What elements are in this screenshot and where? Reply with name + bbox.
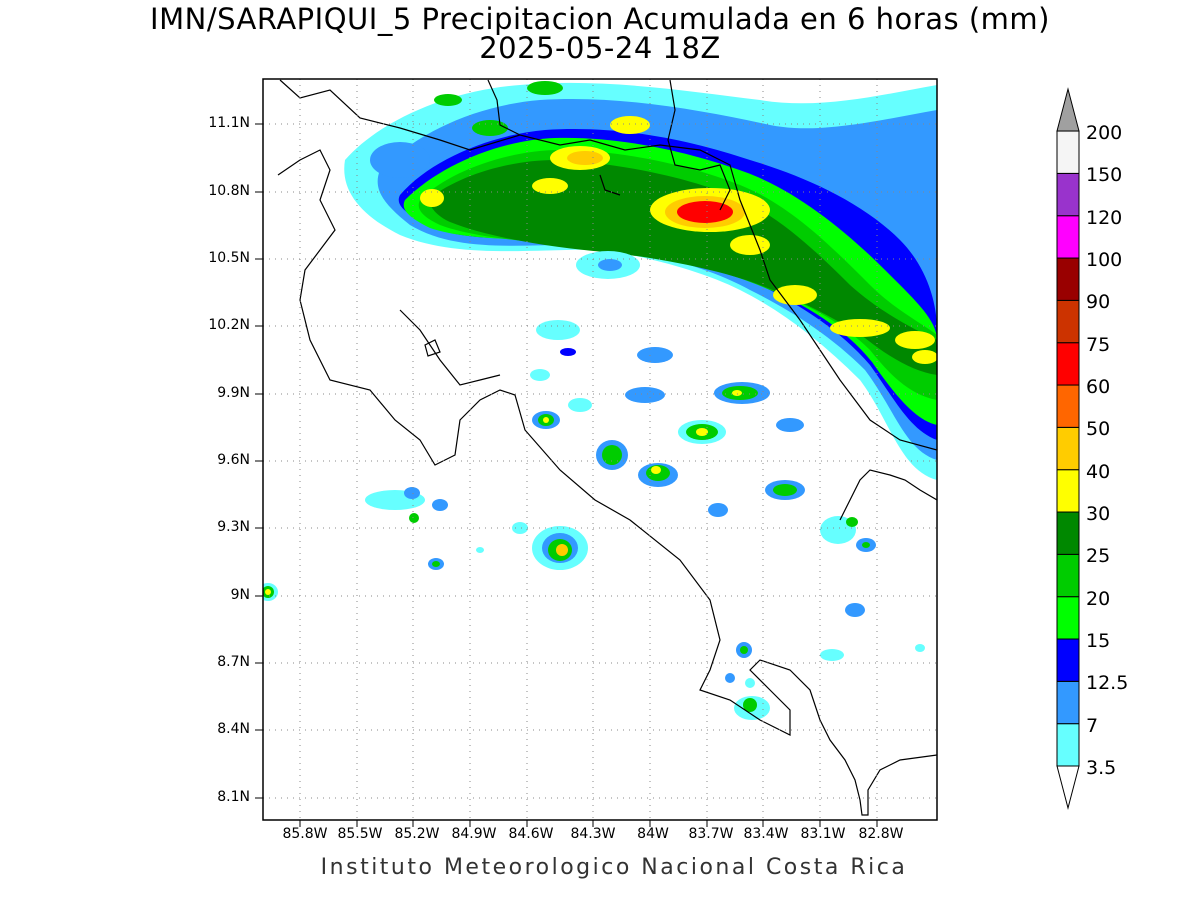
colorbar-label: 100 [1086,249,1123,271]
lon-label: 83.7W [688,826,734,842]
colorbar-label: 7 [1086,715,1099,737]
lat-label: 9.3N [217,519,250,535]
colorbar-swatch [1056,130,1080,174]
lon-label: 85.2W [394,826,440,842]
colorbar-swatch [1056,426,1080,471]
lon-label: 82.8W [858,826,904,842]
colorbar-label: 150 [1086,164,1123,186]
lat-label: 11.1N [208,115,250,131]
colorbar-label: 75 [1086,334,1111,356]
colorbar-label: 60 [1086,376,1111,398]
colorbar-swatch [1056,172,1080,217]
lat-label: 8.1N [217,789,250,805]
map-title: IMN/SARAPIQUI_5 Precipitacion Acumulada … [150,2,1050,36]
lon-label: 83.1W [800,826,846,842]
colorbar-swatch [1056,299,1080,344]
coastlines [277,79,937,816]
precip-band-north-30 [429,160,937,375]
colorbar-low-triangle [1056,765,1080,810]
lat-label: 10.8N [208,183,250,199]
lon-label: 84.9W [451,826,497,842]
colorbar-label: 120 [1086,207,1123,229]
colorbar-high-triangle [1056,87,1080,132]
colorbar-label: 25 [1086,545,1111,567]
lon-label: 84W [637,826,669,842]
lon-label: 84.6W [508,826,554,842]
tick-marks [255,123,878,827]
lat-label: 8.7N [217,654,250,670]
colorbar-label: 200 [1086,122,1123,144]
lat-label: 8.4N [217,721,250,737]
colorbar-swatch [1056,384,1080,428]
colorbar-swatch [1056,723,1080,767]
map-subtitle-date: 2025-05-24 18Z [479,31,721,65]
map-frame [262,78,938,821]
colorbar-label: 15 [1086,630,1111,652]
colorbar-swatch [1056,596,1080,640]
colorbar-label: 20 [1086,588,1111,610]
lon-label: 85.5W [337,826,383,842]
lat-label: 10.2N [208,317,250,333]
colorbar-label: 50 [1086,418,1111,440]
colorbar [1056,87,1080,810]
colorbar-label: 12.5 [1086,672,1129,694]
lat-label: 9N [230,587,250,603]
colorbar-label: 30 [1086,503,1111,525]
grid [263,79,937,820]
precipitation-field [263,81,937,720]
lon-label: 85.8W [282,826,328,842]
precip-max-red [677,201,733,223]
colorbar-swatch [1056,257,1080,301]
colorbar-swatch [1056,511,1080,555]
lon-label: 83.4W [743,826,789,842]
lat-label: 9.6N [217,452,250,468]
footer-credit: Instituto Meteorologico Nacional Costa R… [320,855,908,880]
colorbar-label: 40 [1086,461,1111,483]
colorbar-swatch [1056,680,1080,725]
colorbar-swatch [1056,553,1080,598]
lat-label: 10.5N [208,250,250,266]
colorbar-label: 3.5 [1086,757,1117,779]
lat-label: 9.9N [217,385,250,401]
colorbar-label: 90 [1086,291,1111,313]
colorbar-swatch [1056,469,1080,513]
colorbar-swatch [1056,342,1080,386]
colorbar-swatch [1056,638,1080,682]
colorbar-swatch [1056,215,1080,259]
lon-label: 84.3W [570,826,616,842]
